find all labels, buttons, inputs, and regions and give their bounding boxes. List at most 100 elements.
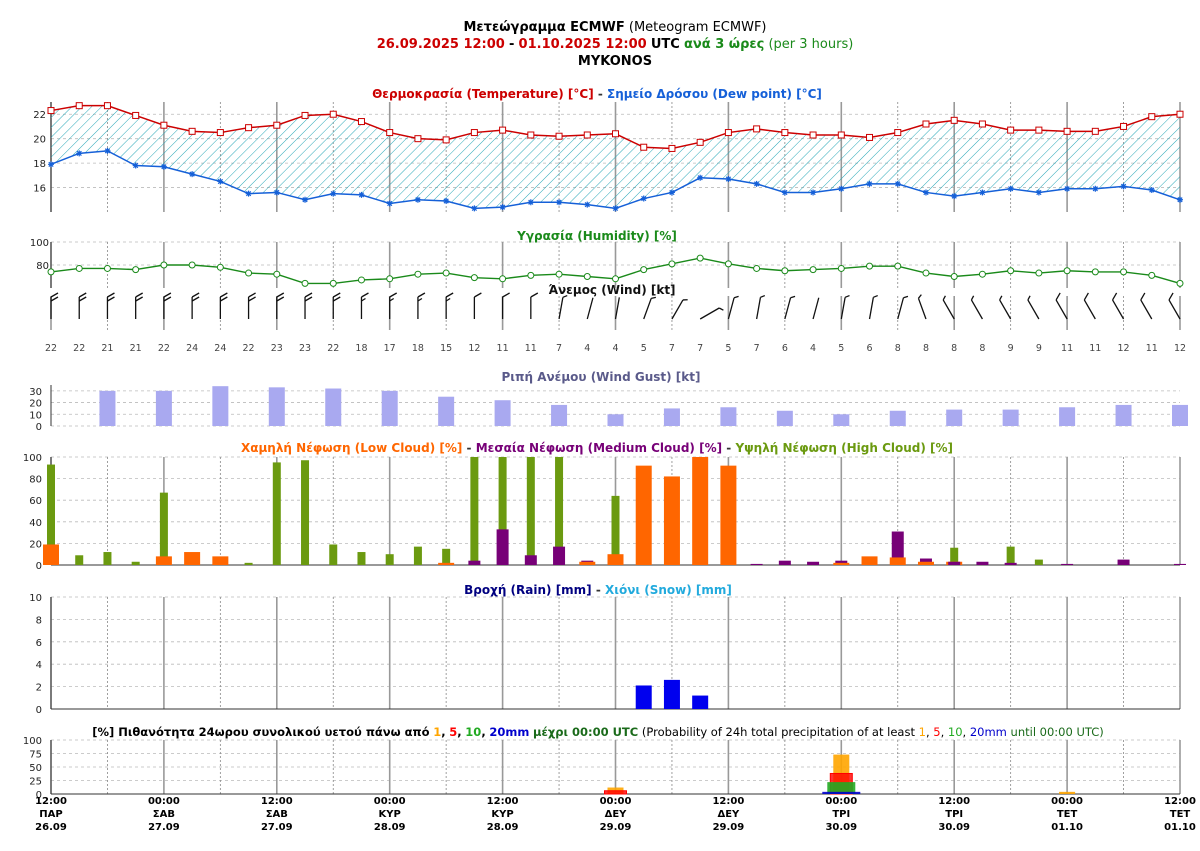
wind-barb-shaft — [1055, 299, 1068, 320]
y-tick-label: 0 — [36, 705, 42, 716]
prob-n20: 20mm — [970, 725, 1007, 739]
high-cloud-bar — [1006, 546, 1015, 565]
wind-barb — [473, 292, 482, 319]
x-tick-date: 01.10 — [1051, 822, 1083, 833]
x-tick-day: ΔΕΥ — [605, 809, 628, 820]
wind-speed-label: 8 — [951, 343, 957, 354]
dewpoint-point — [894, 180, 901, 187]
wind-speed-label: 22 — [327, 343, 339, 354]
wind-barb-shaft — [1083, 299, 1096, 320]
wind-barb-shaft — [699, 307, 720, 320]
dewpoint-point — [1064, 185, 1071, 192]
humidity-point — [696, 254, 704, 262]
wind-speed-label: 23 — [271, 343, 283, 354]
wind-barb — [755, 294, 766, 320]
wind-barb-shaft — [1027, 299, 1040, 320]
humidity-point — [470, 274, 478, 282]
dewpoint-point — [1148, 187, 1155, 193]
temperature-point — [132, 111, 140, 119]
humidity-point — [978, 270, 986, 278]
wind-barb — [445, 292, 454, 319]
humidity-point — [188, 261, 196, 269]
wind-barb — [1055, 292, 1068, 320]
temperature-point — [922, 120, 930, 128]
wind-barb — [1140, 292, 1153, 320]
y-tick-label: 0 — [36, 561, 42, 572]
gust-bar — [889, 410, 906, 426]
temperature-point — [216, 129, 224, 137]
medium-cloud-bar — [1117, 559, 1130, 565]
wind-barb — [784, 295, 796, 320]
humidity-point — [301, 279, 309, 287]
prob-5mm-bar — [604, 790, 627, 795]
medium-cloud-bar — [835, 560, 848, 565]
prob-c2: , — [457, 725, 461, 739]
wind-barb — [999, 295, 1012, 320]
dewpoint-point — [1035, 189, 1042, 196]
y-tick-label: 2 — [36, 683, 42, 694]
dewpoint-point — [132, 162, 139, 169]
wind-barb-shaft — [558, 297, 564, 320]
y-tick-label: 22 — [33, 110, 46, 121]
humidity-point — [894, 262, 902, 270]
x-tick-day: ΤΡΙ — [945, 809, 963, 820]
y-tick-label: 20 — [33, 135, 46, 146]
wind-barb — [276, 292, 285, 319]
humidity-point — [216, 263, 224, 271]
medium-cloud-bar — [1004, 562, 1017, 565]
wind-speed-label: 12 — [1118, 343, 1130, 354]
wind-barb-feather — [1083, 292, 1089, 301]
temperature-point — [273, 121, 281, 129]
temperature-point — [950, 116, 958, 124]
wind-barb-half-feather — [903, 295, 909, 299]
wind-barb — [191, 292, 200, 319]
utc-label: UTC — [651, 37, 680, 52]
wind-barb-half-feather — [682, 299, 688, 301]
wind-speed-label: 8 — [923, 343, 929, 354]
y-tick-label: 8 — [36, 615, 42, 626]
dewpoint-point — [951, 193, 958, 200]
low-cloud-bar — [212, 556, 229, 565]
temperature-point — [160, 121, 168, 129]
dewpoint-point — [866, 180, 873, 187]
wind-barb — [360, 292, 369, 319]
humidity-point — [357, 276, 365, 284]
humidity-point — [414, 270, 422, 278]
humidity-point — [781, 267, 789, 275]
y-tick-label: 6 — [36, 638, 42, 649]
wind-barb-half-feather — [733, 295, 739, 299]
humidity-point — [386, 275, 394, 283]
y-tick-label: 25 — [29, 777, 42, 788]
prob-nc2: , — [941, 725, 945, 739]
wind-barb-feather — [304, 296, 313, 302]
humidity-point — [809, 266, 817, 274]
y-tick-label: 50 — [29, 763, 42, 774]
temperature-point — [357, 118, 365, 126]
wind-barb-feather — [135, 296, 143, 302]
x-tick-date: 28.09 — [487, 822, 519, 833]
wind-barb — [219, 292, 228, 319]
x-tick-date: 27.09 — [261, 822, 293, 833]
temperature-point — [245, 124, 253, 132]
x-tick-day: ΤΕΤ — [1057, 809, 1078, 820]
dewpoint-point — [471, 205, 478, 212]
high-cloud-bar — [385, 554, 394, 565]
y-tick-label: 10 — [29, 593, 42, 604]
wind-speed-label: 11 — [1089, 343, 1101, 354]
wind-speed-label: 4 — [810, 343, 816, 354]
dewpoint-point — [838, 185, 845, 192]
wind-speed-label: 7 — [754, 343, 760, 354]
high-cloud-bar — [329, 544, 338, 565]
wind-speed-label: 9 — [1036, 343, 1042, 354]
high-cloud-bar — [950, 547, 959, 565]
dewpoint-point — [217, 178, 224, 185]
gust-bar — [833, 414, 850, 426]
medium-cloud-bar — [778, 560, 791, 565]
temperature-point — [470, 129, 478, 137]
high-cloud-bar — [357, 552, 366, 565]
gust-bar — [1172, 404, 1188, 426]
y-tick-label: 100 — [23, 453, 42, 464]
humidity-point — [837, 264, 845, 272]
wind-barb-half-feather — [361, 297, 366, 302]
wind-barb — [135, 292, 143, 319]
